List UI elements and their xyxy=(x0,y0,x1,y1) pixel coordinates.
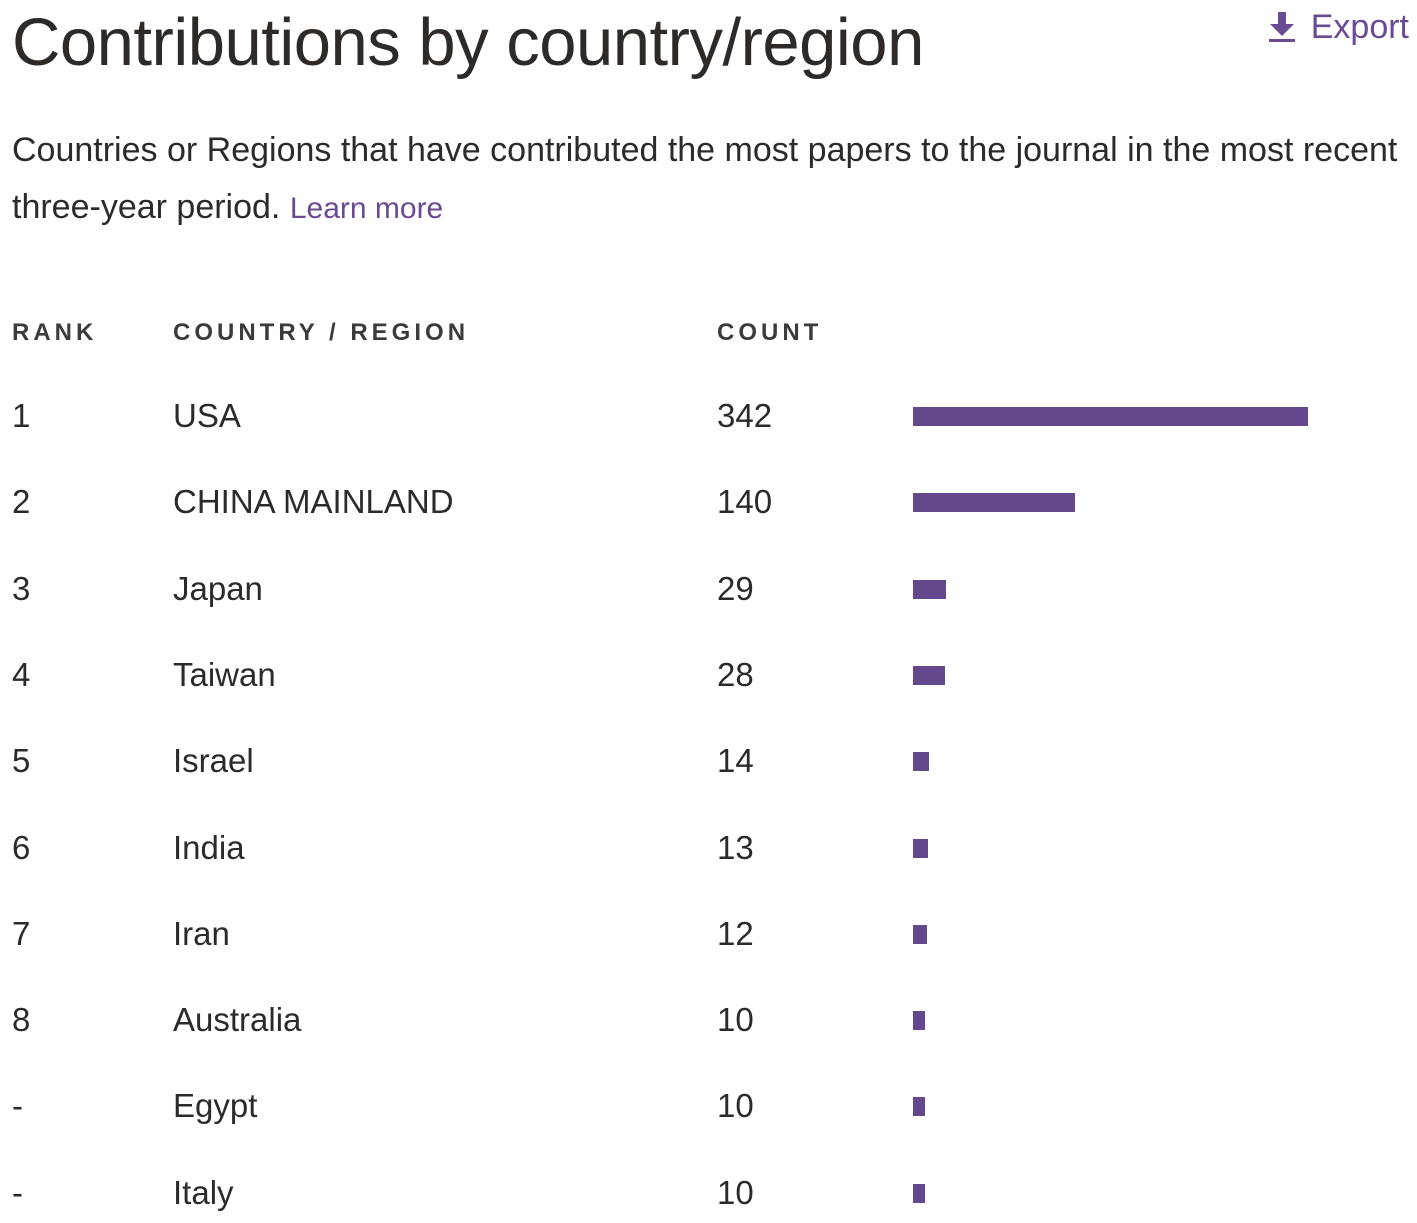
count-cell: 12 xyxy=(717,915,754,952)
rank-cell: 6 xyxy=(12,829,31,866)
column-header-count: COUNT xyxy=(717,319,823,346)
count-cell: 10 xyxy=(717,1174,754,1211)
table-row: 7 Iran 12 xyxy=(0,904,1417,964)
rank-cell: 2 xyxy=(12,483,31,520)
count-bar xyxy=(913,925,927,944)
table-row: 6 India 13 xyxy=(0,818,1417,878)
table-row: 8 Australia 10 xyxy=(0,990,1417,1050)
page-title: Contributions by country/region xyxy=(12,5,924,80)
rank-cell: 7 xyxy=(12,915,31,952)
rank-cell: - xyxy=(12,1174,23,1211)
table-row: 3 Japan 29 xyxy=(0,559,1417,619)
rank-cell: 3 xyxy=(12,570,31,607)
count-bar xyxy=(913,493,1075,512)
count-cell: 10 xyxy=(717,1087,754,1124)
rank-cell: 8 xyxy=(12,1001,31,1038)
column-header-country: COUNTRY / REGION xyxy=(173,319,470,346)
learn-more-link[interactable]: Learn more xyxy=(289,192,444,225)
count-cell: 10 xyxy=(717,1001,754,1038)
count-bar xyxy=(913,839,928,858)
count-bar xyxy=(913,752,929,771)
table-row: 2 CHINA MAINLAND 140 xyxy=(0,472,1417,532)
country-cell: Taiwan xyxy=(173,656,276,693)
count-bar xyxy=(913,1011,925,1030)
country-cell: CHINA MAINLAND xyxy=(173,483,454,520)
table-row: - Egypt 10 xyxy=(0,1076,1417,1136)
count-bar xyxy=(913,1097,925,1116)
country-cell: India xyxy=(173,829,245,866)
rank-cell: 1 xyxy=(12,397,31,434)
count-cell: 28 xyxy=(717,656,754,693)
rank-cell: 5 xyxy=(12,742,31,779)
description: Countries or Regions that have contribut… xyxy=(12,122,1412,237)
export-button[interactable]: Export xyxy=(1267,6,1409,48)
column-header-rank: RANK xyxy=(12,319,98,346)
count-cell: 13 xyxy=(717,829,754,866)
table-row: 4 Taiwan 28 xyxy=(0,645,1417,705)
export-label: Export xyxy=(1310,8,1409,46)
count-cell: 140 xyxy=(717,483,773,520)
country-cell: Egypt xyxy=(173,1087,258,1124)
rank-cell: 4 xyxy=(12,656,31,693)
count-cell: 14 xyxy=(717,742,754,779)
table-row: 1 USA 342 xyxy=(0,386,1417,446)
country-cell: Italy xyxy=(173,1174,234,1211)
count-bar xyxy=(913,407,1308,426)
table-row: 5 Israel 14 xyxy=(0,731,1417,791)
description-text: Countries or Regions that have contribut… xyxy=(12,131,1398,226)
rank-cell: - xyxy=(12,1087,23,1124)
country-cell: Japan xyxy=(173,570,263,607)
country-cell: Iran xyxy=(173,915,230,952)
count-bar xyxy=(913,580,946,599)
country-cell: USA xyxy=(173,397,241,434)
table-row: - Italy 10 xyxy=(0,1163,1417,1223)
count-bar xyxy=(913,666,945,685)
country-cell: Australia xyxy=(173,1001,302,1038)
download-icon xyxy=(1268,12,1295,42)
count-cell: 342 xyxy=(717,397,773,434)
country-cell: Israel xyxy=(173,742,254,779)
count-cell: 29 xyxy=(717,570,754,607)
count-bar xyxy=(913,1184,925,1203)
